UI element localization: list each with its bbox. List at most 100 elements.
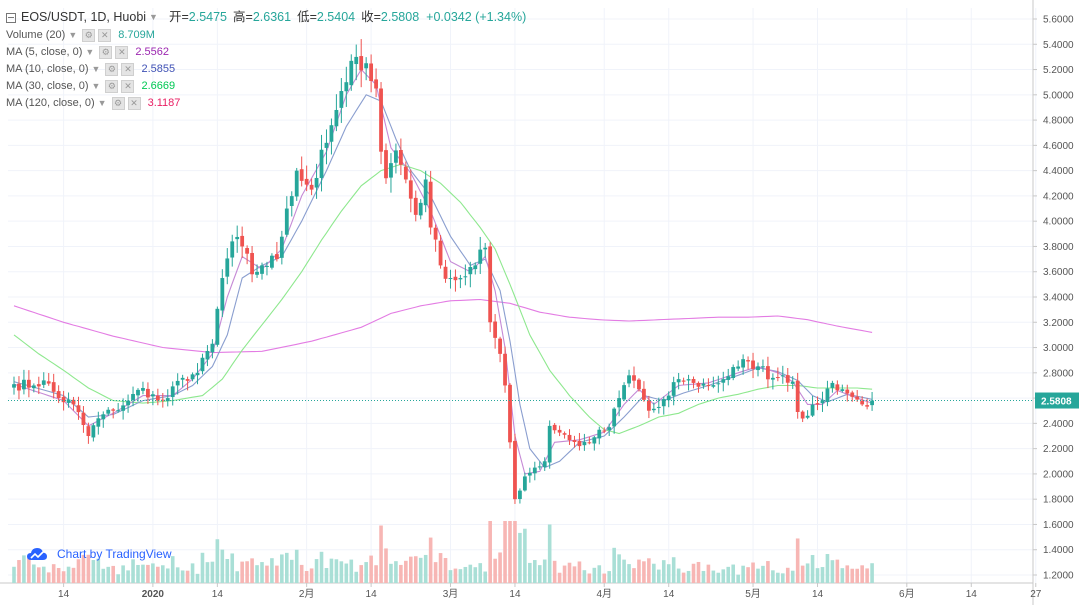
candle-body [175, 380, 180, 386]
volume-bar [657, 569, 661, 583]
y-tick-label: 3.0000 [1043, 343, 1074, 354]
volume-bar [647, 558, 651, 583]
last-price-tag: 2.5808 [1035, 392, 1079, 409]
close-icon[interactable]: ✕ [115, 46, 129, 59]
candle-body [671, 382, 676, 396]
candle-body [780, 375, 785, 377]
y-tick-label: 5.6000 [1043, 15, 1074, 26]
collapse-icon[interactable] [6, 12, 16, 23]
candle-body [602, 430, 607, 432]
candle-body [850, 392, 855, 397]
volume-bar [552, 560, 557, 583]
candle-body [676, 379, 681, 383]
gear-icon[interactable]: ⚙ [82, 29, 96, 42]
volume-bar [394, 561, 398, 583]
indicator-label[interactable]: Volume (20) [6, 29, 66, 41]
candle-body [731, 367, 736, 379]
candle-body [527, 472, 532, 476]
volume-bar [175, 567, 180, 583]
high-label: 高= [233, 10, 253, 24]
ma5-line [13, 68, 873, 475]
volume-bar [116, 574, 120, 583]
volume-bar [870, 563, 874, 583]
y-tick-label: 1.4000 [1043, 545, 1074, 556]
volume-bar [374, 565, 378, 583]
volume-bar [637, 559, 641, 583]
volume-bar [785, 567, 790, 583]
candle-body [766, 366, 770, 380]
candle-body [304, 178, 309, 185]
chevron-down-icon[interactable]: ▼ [68, 30, 78, 40]
indicator-label[interactable]: MA (30, close, 0) [6, 80, 89, 92]
candle-body [612, 408, 617, 427]
gear-icon[interactable]: ⚙ [111, 97, 125, 110]
chevron-down-icon[interactable]: ▼ [91, 81, 101, 91]
volume-bar [27, 558, 31, 583]
branding-text: Chart by TradingView [57, 547, 172, 561]
volume-bar [676, 568, 681, 583]
gear-icon[interactable]: ⚙ [105, 80, 119, 93]
ma10-line [13, 94, 873, 469]
volume-bar [513, 521, 517, 583]
volume-bar [840, 568, 845, 583]
volume-bar [96, 558, 101, 583]
y-tick-label: 3.6000 [1043, 267, 1074, 278]
symbol-label[interactable]: EOS/USDT, 1D, Huobi [21, 10, 147, 24]
close-value: 2.5808 [380, 10, 420, 24]
volume-bar [170, 556, 175, 583]
chevron-down-icon[interactable]: ▼ [85, 47, 95, 57]
close-icon[interactable]: ✕ [121, 63, 135, 76]
indicator-label[interactable]: MA (5, close, 0) [6, 46, 83, 58]
candle-body [691, 379, 696, 383]
volume-bar [597, 565, 602, 583]
volume-bar [751, 562, 755, 583]
volume-bar [473, 567, 478, 583]
candle-body [537, 466, 542, 468]
price-axis-labels: 5.6000 5.4000 5.2000 5.0000 4.8000 4.6000 4.40… [1033, 15, 1074, 582]
x-tick-label: 27 [1030, 589, 1042, 600]
candle-body [17, 383, 21, 391]
candle-body [126, 400, 130, 406]
gear-icon[interactable]: ⚙ [99, 46, 113, 59]
volume-bar [855, 568, 859, 583]
candle-body [532, 467, 537, 474]
indicator-label[interactable]: MA (10, close, 0) [6, 63, 89, 75]
indicator-label[interactable]: MA (120, close, 0) [6, 97, 95, 109]
candle-body [150, 394, 155, 397]
volume-bar [781, 573, 785, 583]
volume-bar [364, 562, 368, 583]
close-icon[interactable]: ✕ [127, 97, 141, 110]
y-tick-label: 3.8000 [1043, 242, 1074, 253]
volume-bar [250, 558, 254, 583]
candle-body [56, 391, 61, 399]
indicator-ma5: MA (5, close, 0) ▼ ⚙ ✕ 2.5562 [6, 44, 526, 61]
volume-bar [731, 564, 735, 583]
close-icon[interactable]: ✕ [121, 80, 135, 93]
volume-bar [537, 565, 542, 583]
tradingview-branding[interactable]: Chart by TradingView [26, 546, 172, 562]
candle-body [408, 180, 413, 199]
chevron-down-icon[interactable]: ▼ [91, 64, 101, 74]
close-icon[interactable]: ✕ [98, 29, 112, 42]
chevron-down-icon[interactable]: ▼ [97, 98, 107, 108]
candle-body [111, 409, 116, 411]
volume-bar [503, 521, 507, 583]
candle-body [835, 384, 840, 391]
candle-body [696, 382, 701, 387]
candle-body [681, 380, 686, 382]
open-label: 开= [168, 10, 189, 24]
candle-body [433, 227, 438, 240]
candle-body [51, 382, 56, 392]
volume-bar [661, 560, 666, 583]
gear-icon[interactable]: ⚙ [105, 63, 119, 76]
indicator-value: 2.6669 [141, 80, 176, 92]
candle-body [711, 385, 716, 387]
x-tick-label: 2月 [299, 588, 315, 600]
candle-body [46, 381, 51, 384]
candle-body [607, 427, 612, 431]
ma120-line [13, 298, 873, 354]
chevron-down-icon[interactable]: ▼ [149, 12, 158, 22]
volume-bar [349, 559, 354, 583]
x-tick-label: 14 [212, 589, 224, 600]
